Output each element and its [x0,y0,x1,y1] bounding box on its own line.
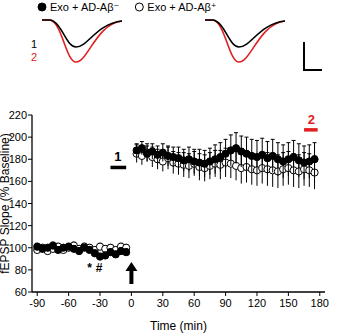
x-tick [194,292,195,296]
error-cap [182,149,186,150]
error-cap [313,142,317,143]
error-cap [265,141,269,142]
y-axis-label: fEPSP Slope (% Baseline) [0,133,12,274]
inset-traces: 12 [31,20,322,70]
x-tick-label: 60 [188,297,200,309]
scale-bar [304,42,322,70]
legend-marker [135,3,143,11]
trace [42,20,122,62]
x-tick [288,292,289,296]
time-window [110,166,126,170]
plot-area [34,133,319,261]
error-cap [208,148,212,149]
error-cap [203,150,207,151]
time-window [304,128,318,132]
x-tick-label: -90 [29,297,45,309]
error-cap [177,147,181,148]
error-cap [140,141,144,142]
stimulus-arrow [125,262,137,284]
legend-label: Exo + AD-Aβ⁺ [147,1,216,13]
annotation: * [87,261,92,275]
error-cap [171,147,175,148]
error-cap [245,137,249,138]
x-tick-label: 90 [219,297,231,309]
error-cap [271,139,275,140]
error-cap [307,144,311,145]
error-cap [192,149,196,150]
error-cap [161,143,165,144]
x-tick-label: 150 [279,297,297,309]
error-cap [150,143,154,144]
annotation: # [96,261,103,275]
x-tick [225,292,226,296]
error-cap [213,144,217,145]
y-tick [28,225,32,226]
error-cap [292,140,296,141]
error-cap [187,147,191,148]
y-tick [28,292,32,293]
error-cap [286,142,290,143]
trace-label: 2 [31,51,37,63]
x-tick-label: -30 [92,297,108,309]
y-tick [28,137,32,138]
point [311,156,318,163]
error-cap [297,143,301,144]
y-tick [28,247,32,248]
x-tick-label: 120 [248,297,266,309]
x-tick [131,292,132,296]
error-cap [234,132,238,133]
y-tick [28,115,32,116]
error-cap [260,138,264,139]
x-axis [32,291,325,292]
x-tick [100,292,101,296]
y-tick-label: 220 [9,109,27,121]
y-tick-label: 80 [15,264,27,276]
legend-marker [38,3,46,11]
x-tick [319,292,320,296]
x-tick [256,292,257,296]
error-cap [145,143,149,144]
error-cap [255,140,259,141]
y-tick [28,269,32,270]
annotation: 1 [114,149,121,164]
error-cap [156,145,160,146]
error-cap [276,142,280,143]
x-axis-label: Time (min) [150,319,207,333]
error-cap [218,142,222,143]
x-tick-label: -60 [61,297,77,309]
error-cap [145,145,149,146]
x-tick [68,292,69,296]
trace-label: 1 [31,38,37,50]
error-cap [281,144,285,145]
trace [205,20,285,62]
y-tick-label: 60 [15,286,27,298]
y-tick [28,203,32,204]
error-cap [229,134,233,135]
annotation: 2 [308,112,315,127]
trace [42,20,122,47]
error-cap [224,139,228,140]
error-cap [250,139,254,140]
error-cap [135,143,139,144]
point [123,249,130,256]
legend: Exo + AD-Aβ⁻ Exo + AD-Aβ⁺ [38,1,217,13]
x-tick-label: 30 [157,297,169,309]
chart: 6080100120140160180200220-90-60-30030609… [0,0,339,335]
error-cap [166,145,170,146]
x-tick [162,292,163,296]
error-cap [197,149,201,150]
trace [205,20,285,47]
x-tick-label: 0 [128,297,134,309]
legend-label: Exo + AD-Aβ⁻ [50,1,119,13]
x-tick [37,292,38,296]
error-cap [302,145,306,146]
y-tick [28,159,32,160]
y-tick [28,181,32,182]
error-cap [239,136,243,137]
x-tick-label: 180 [311,297,329,309]
